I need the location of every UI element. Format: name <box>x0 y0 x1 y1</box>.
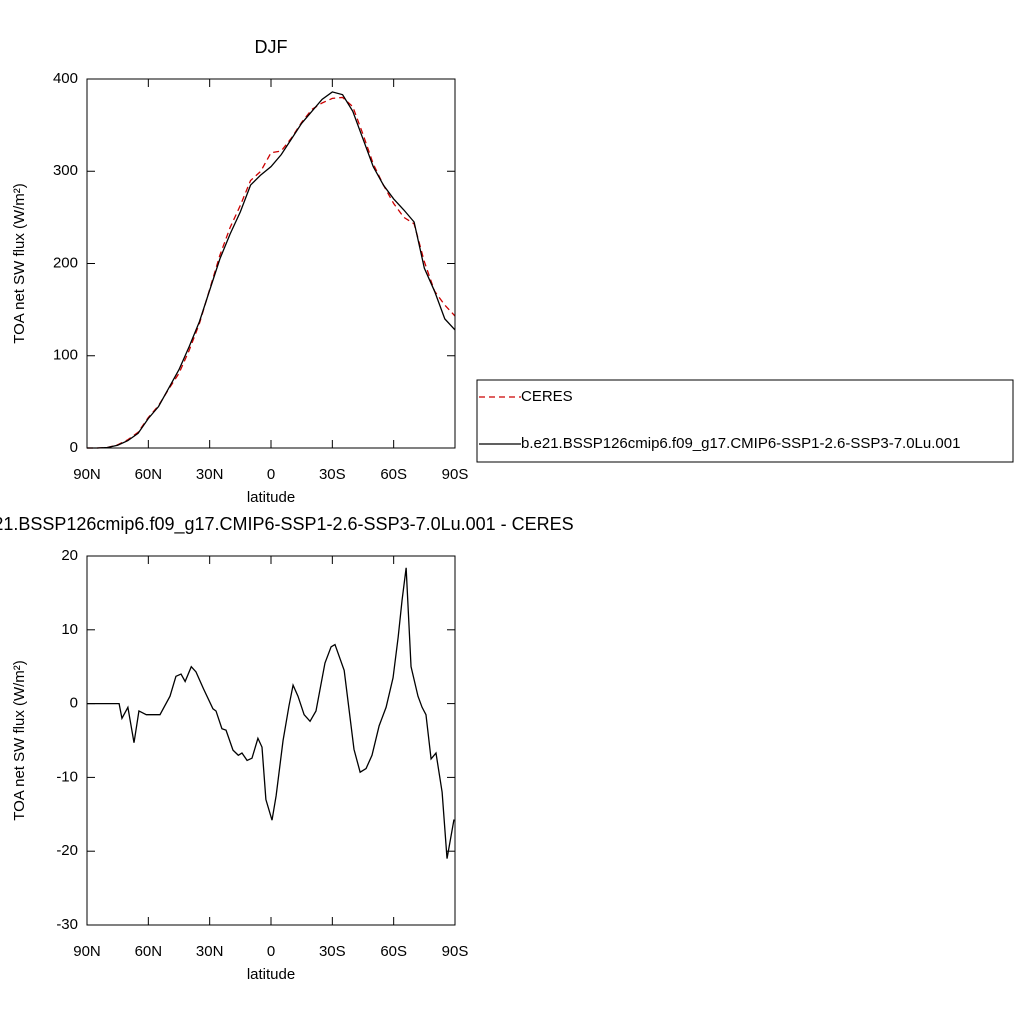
data-line <box>87 96 456 449</box>
y-tick-label: 300 <box>53 162 78 179</box>
x-tick-label: 90S <box>442 943 469 960</box>
x-tick-label: 0 <box>267 466 275 483</box>
y-axis-label: TOA net SW flux (W/m²) <box>11 660 28 821</box>
x-tick-label: 30S <box>319 943 346 960</box>
data-line <box>87 567 455 859</box>
x-tick-label: 90N <box>73 943 101 960</box>
y-tick-label: 0 <box>70 439 78 456</box>
x-tick-label: 0 <box>267 943 275 960</box>
x-tick-label: 60S <box>380 943 407 960</box>
x-axis-label: latitude <box>247 966 295 983</box>
y-tick-label: -20 <box>56 842 78 859</box>
legend-label: CERES <box>521 388 573 405</box>
x-tick-label: 30N <box>196 943 224 960</box>
chart-title: b.e21.BSSP126cmip6.f09_g17.CMIP6-SSP1-2.… <box>0 514 574 535</box>
plot-frame <box>86 555 456 926</box>
y-tick-label: 400 <box>53 70 78 87</box>
y-axis-label: TOA net SW flux (W/m²) <box>11 183 28 344</box>
x-tick-label: 60N <box>135 466 163 483</box>
y-tick-label: 200 <box>53 254 78 271</box>
chart-title: DJF <box>255 37 288 57</box>
data-line <box>87 91 456 449</box>
legend-box <box>476 379 1014 463</box>
y-tick-label: 20 <box>61 547 78 564</box>
x-tick-label: 90S <box>442 466 469 483</box>
y-tick-label: 10 <box>61 621 78 638</box>
y-tick-label: -30 <box>56 916 78 933</box>
x-tick-label: 30S <box>319 466 346 483</box>
x-tick-label: 90N <box>73 466 101 483</box>
y-tick-label: 0 <box>70 695 78 712</box>
plot-frame <box>86 78 456 449</box>
x-axis-label: latitude <box>247 489 295 506</box>
x-tick-label: 60N <box>135 943 163 960</box>
legend-label: b.e21.BSSP126cmip6.f09_g17.CMIP6-SSP1-2.… <box>521 435 960 452</box>
x-tick-label: 30N <box>196 466 224 483</box>
y-tick-label: 100 <box>53 347 78 364</box>
y-tick-label: -10 <box>56 768 78 785</box>
x-tick-label: 60S <box>380 466 407 483</box>
